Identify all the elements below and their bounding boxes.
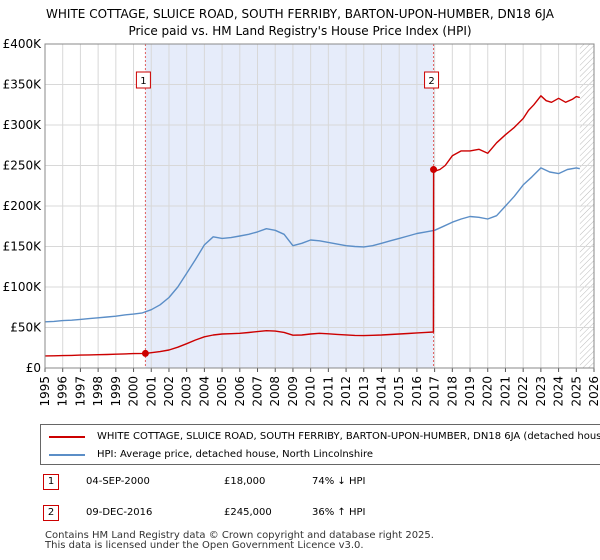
x-tick-label: 2021 (498, 376, 512, 407)
x-tick-label: 2003 (180, 376, 194, 407)
sale-point (141, 349, 149, 357)
y-tick-label: £100K (3, 280, 43, 294)
x-tick-label: 1997 (73, 376, 87, 407)
series-line-hpi (44, 167, 580, 323)
price-chart: £0 £50K £100K £150K £200K £250K £300K £350K £400… (3, 37, 600, 407)
x-tick-label: 2014 (374, 376, 388, 407)
x-tick-label: 1996 (56, 376, 70, 407)
x-tick-label: 1998 (91, 376, 105, 407)
x-tick-label: 2015 (392, 376, 406, 407)
footer: Contains HM Land Registry data © Crown c… (45, 531, 434, 551)
y-tick-label: £400K (3, 37, 43, 51)
sale-badge: 1 (43, 474, 59, 490)
sale-hpi-change: 36% ↑ HPI (312, 507, 366, 518)
x-tick-label: 2000 (127, 376, 141, 407)
y-tick-label: £250K (3, 159, 43, 173)
annotation-box (424, 71, 440, 89)
x-tick-label: 2008 (268, 376, 282, 407)
legend: WHITE COTTAGE, SLUICE ROAD, SOUTH FERRIB… (40, 424, 600, 465)
legend-label-hpi: HPI: Average price, detached house, Nort… (97, 449, 374, 460)
x-tick-label: 2005 (215, 376, 229, 407)
y-tick-label: £350K (3, 78, 43, 92)
footer-copyright: Contains HM Land Registry data © Crown c… (45, 530, 434, 541)
sale-date: 04-SEP-2000 (86, 476, 150, 487)
sale-hpi-change: 74% ↓ HPI (312, 476, 366, 487)
x-tick-label: 1995 (38, 376, 52, 407)
sale-point (430, 166, 438, 174)
x-tick-label: 2011 (321, 376, 335, 407)
x-tick-label: 2006 (233, 376, 247, 407)
legend-swatch-property (49, 436, 85, 438)
annotation-label: 1 (140, 76, 146, 87)
x-tick-label: 2004 (197, 376, 211, 407)
footer-licence: This data is licensed under the Open Gov… (45, 540, 364, 551)
y-tick-label: £200K (3, 199, 43, 213)
y-tick-label: £0 (26, 361, 41, 375)
sale-price: £245,000 (224, 507, 272, 518)
y-tick-label: £50K (10, 321, 42, 335)
x-tick-label: 2016 (410, 376, 424, 407)
x-tick-label: 2012 (339, 376, 353, 407)
x-tick-label: 2010 (304, 376, 318, 407)
annotation-box (135, 71, 151, 89)
x-tick-label: 2022 (516, 376, 530, 407)
x-tick-label: 2001 (144, 376, 158, 407)
sale-row-1: 1 04-SEP-2000 £18,000 74% ↓ HPI (0, 472, 600, 494)
chart-title: WHITE COTTAGE, SLUICE ROAD, SOUTH FERRIB… (46, 7, 554, 21)
chart-title-block: WHITE COTTAGE, SLUICE ROAD, SOUTH FERRIB… (0, 6, 600, 40)
x-tick-label: 2002 (162, 376, 176, 407)
x-tick-label: 2025 (569, 376, 583, 407)
y-tick-label: £150K (3, 240, 43, 254)
y-tick-label: £300K (3, 118, 43, 132)
sale-badge: 2 (43, 505, 59, 521)
sale-price: £18,000 (224, 476, 266, 487)
legend-label-property: WHITE COTTAGE, SLUICE ROAD, SOUTH FERRIB… (97, 431, 600, 442)
x-tick-label: 2007 (251, 376, 265, 407)
chart-subtitle: Price paid vs. HM Land Registry's House … (128, 24, 472, 38)
x-tick-label: 2009 (286, 376, 300, 407)
x-tick-label: 2020 (481, 376, 495, 407)
sale-date: 09-DEC-2016 (86, 507, 153, 518)
x-tick-label: 2018 (445, 376, 459, 407)
legend-swatch-hpi (49, 454, 85, 456)
x-tick-label: 2024 (552, 376, 566, 407)
x-tick-label: 1999 (109, 376, 123, 407)
sale-row-2: 2 09-DEC-2016 £245,000 36% ↑ HPI (0, 503, 600, 525)
annotation-label: 2 (428, 76, 434, 87)
x-tick-label: 2013 (357, 376, 371, 407)
x-tick-label: 2026 (587, 376, 600, 407)
x-tick-label: 2019 (463, 376, 477, 407)
x-tick-label: 2017 (428, 376, 442, 407)
x-tick-label: 2023 (534, 376, 548, 407)
plot-border (44, 43, 595, 369)
